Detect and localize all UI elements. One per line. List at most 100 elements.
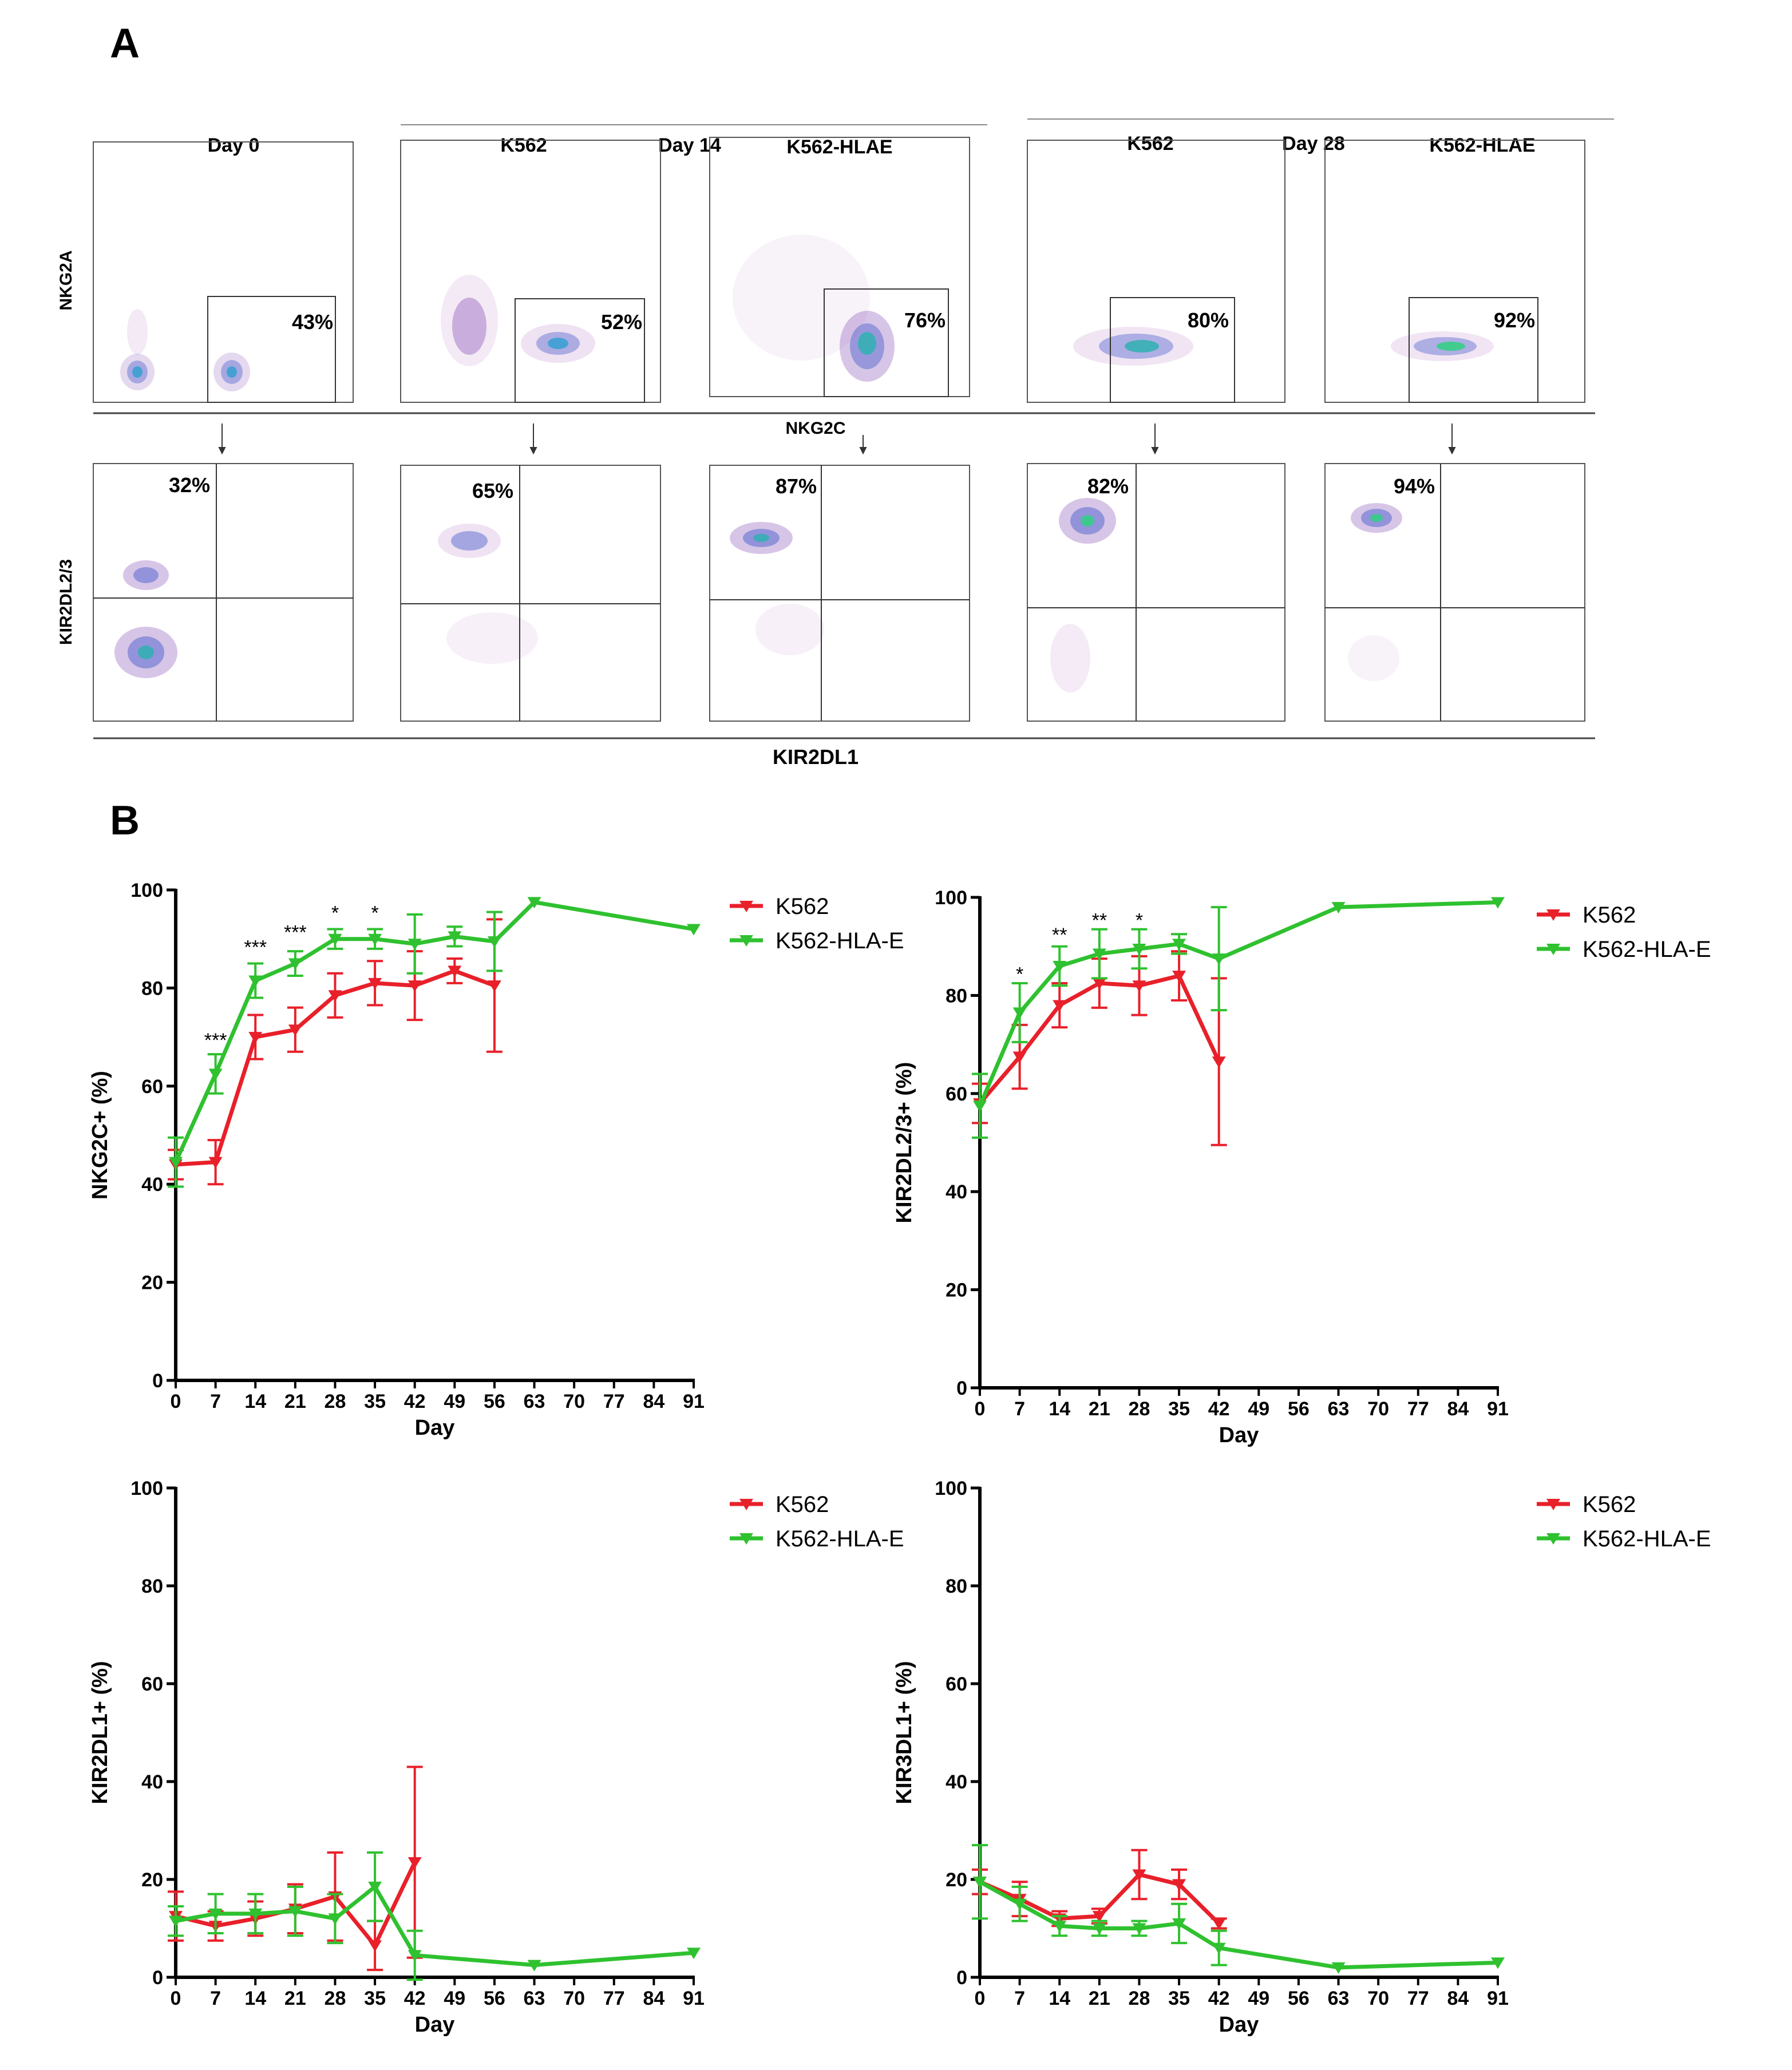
- gate-percent: 52%: [601, 310, 642, 334]
- series-k562: [168, 918, 503, 1186]
- flow-plot-row2-2: 65%: [400, 465, 661, 722]
- data-point: [973, 1877, 987, 1889]
- y-tick-label: 20: [946, 1869, 967, 1891]
- row2-xlabel: KIR2DL1: [773, 745, 859, 769]
- x-tick-label: 56: [1288, 1398, 1310, 1420]
- data-point: [368, 977, 382, 990]
- data-point: [1012, 1007, 1027, 1019]
- y-tick-label: 20: [946, 1280, 967, 1301]
- legend-item-k562: K562: [1537, 1492, 1636, 1517]
- series-k562: [168, 1766, 423, 1972]
- x-tick-label: 49: [1248, 1398, 1269, 1420]
- legend-item-k562-hla-e: K562-HLA-E: [1537, 937, 1711, 962]
- chart-2: 0 20 40 60 80 100 0 7 14 21 28 35 42 49 56 63 70 77 84 91 Da…: [892, 887, 1711, 1447]
- x-tick-label: 77: [603, 1391, 625, 1412]
- data-point: [1053, 960, 1067, 972]
- y-tick-label: 80: [946, 1576, 967, 1597]
- legend-marker: [739, 901, 753, 912]
- x-tick-label: 70: [1367, 1988, 1389, 2009]
- gate-percent: 80%: [1188, 308, 1229, 332]
- x-tick-label: 84: [1447, 1398, 1469, 1420]
- header-k562hlae-d14: K562-HLAE: [786, 136, 892, 158]
- x-tick-label: 7: [1014, 1398, 1025, 1420]
- legend-marker: [739, 935, 753, 947]
- data-point: [487, 980, 501, 992]
- y-tick-label: 60: [946, 1083, 967, 1105]
- legend-label: K562-HLA-E: [1583, 1526, 1711, 1551]
- x-tick-label: 7: [210, 1988, 221, 2009]
- data-point: [527, 897, 541, 909]
- data-point: [687, 924, 701, 936]
- data-point: [1132, 1869, 1146, 1881]
- flow-plot-row1-2: 52%: [400, 140, 661, 403]
- row1-ylabel: NKG2A: [57, 250, 76, 310]
- x-tick-label: 63: [524, 1988, 545, 2009]
- legend-item-k562-hla-e: K562-HLA-E: [730, 1526, 904, 1551]
- header-day28: Day 28: [1282, 133, 1345, 155]
- y-tick-label: 0: [152, 1967, 163, 1989]
- gate-percent: 76%: [904, 308, 946, 332]
- y-tick-label: 100: [935, 887, 967, 909]
- data-point: [208, 1068, 223, 1080]
- data-point: [1212, 1056, 1226, 1068]
- flow-scatter: [733, 235, 895, 382]
- x-tick-label: 42: [404, 1988, 426, 2009]
- flow-scatter: [120, 309, 250, 391]
- flow-scatter: [441, 275, 595, 366]
- panel-letter-b: B: [110, 798, 140, 844]
- data-point: [288, 958, 302, 970]
- x-tick-label: 21: [1089, 1988, 1110, 2009]
- legend-label: K562-HLA-E: [776, 928, 904, 953]
- x-axis-label: Day: [415, 1416, 455, 1440]
- significance-label: *: [371, 902, 378, 924]
- flow-plot-row1-5: 92%: [1324, 140, 1585, 403]
- significance-label: *: [1016, 964, 1023, 985]
- x-tick-label: 7: [210, 1391, 221, 1412]
- x-tick-label: 84: [643, 1391, 664, 1412]
- chart-4: 0 20 40 60 80 100 0 7 14 21 28 35 42 49 56 63 70 77 84 91 Da…: [892, 1478, 1711, 2037]
- chart-3: 0 20 40 60 80 100 0 7 14 21 28 35 42 49 56 63 70 77 84 91 Da…: [88, 1478, 904, 2037]
- flow-scatter: [438, 524, 538, 664]
- data-point: [1212, 1942, 1226, 1954]
- x-tick-label: 70: [563, 1988, 585, 2009]
- legend-item-k562: K562: [730, 1492, 829, 1517]
- flow-scatter: [1073, 327, 1193, 366]
- series-line: [175, 1885, 694, 1968]
- data-point: [368, 1940, 382, 1952]
- data-point: [1132, 980, 1146, 992]
- y-tick-label: 100: [130, 880, 163, 901]
- data-point: [368, 1881, 382, 1893]
- data-point: [169, 1915, 183, 1927]
- x-tick-label: 56: [484, 1988, 505, 2009]
- y-tick-label: 60: [141, 1076, 163, 1098]
- significance-label: *: [1136, 909, 1143, 931]
- data-point: [288, 1024, 302, 1036]
- x-tick-label: 42: [1208, 1988, 1230, 2009]
- data-point: [408, 980, 422, 992]
- y-tick-label: 80: [141, 977, 163, 999]
- legend-marker: [739, 1499, 753, 1510]
- y-tick-label: 100: [130, 1478, 163, 1499]
- quadrant-percent: 32%: [169, 473, 210, 497]
- y-axis-label: KIR2DL1+ (%): [88, 1661, 112, 1804]
- x-tick-label: 63: [524, 1391, 545, 1412]
- significance-label: *: [331, 902, 339, 924]
- data-point: [328, 1913, 342, 1925]
- data-point: [1172, 1918, 1186, 1930]
- quadrant-percent: 65%: [472, 479, 513, 502]
- data-point: [1172, 939, 1186, 951]
- legend-item-k562-hla-e: K562-HLA-E: [730, 928, 904, 953]
- x-tick-label: 63: [1328, 1988, 1350, 2009]
- y-tick-label: 0: [152, 1370, 163, 1392]
- legend-label: K562-HLA-E: [776, 1526, 904, 1551]
- significance-label: **: [1052, 924, 1067, 946]
- x-axis-label: Day: [1219, 1423, 1259, 1447]
- data-point: [408, 1857, 422, 1869]
- flow-gate: [207, 296, 336, 403]
- x-tick-label: 63: [1328, 1398, 1350, 1420]
- flow-gate: [1409, 297, 1538, 403]
- flow-scatter: [114, 560, 177, 678]
- data-point: [973, 1101, 987, 1113]
- y-tick-label: 0: [956, 1378, 967, 1399]
- y-tick-label: 20: [141, 1869, 163, 1891]
